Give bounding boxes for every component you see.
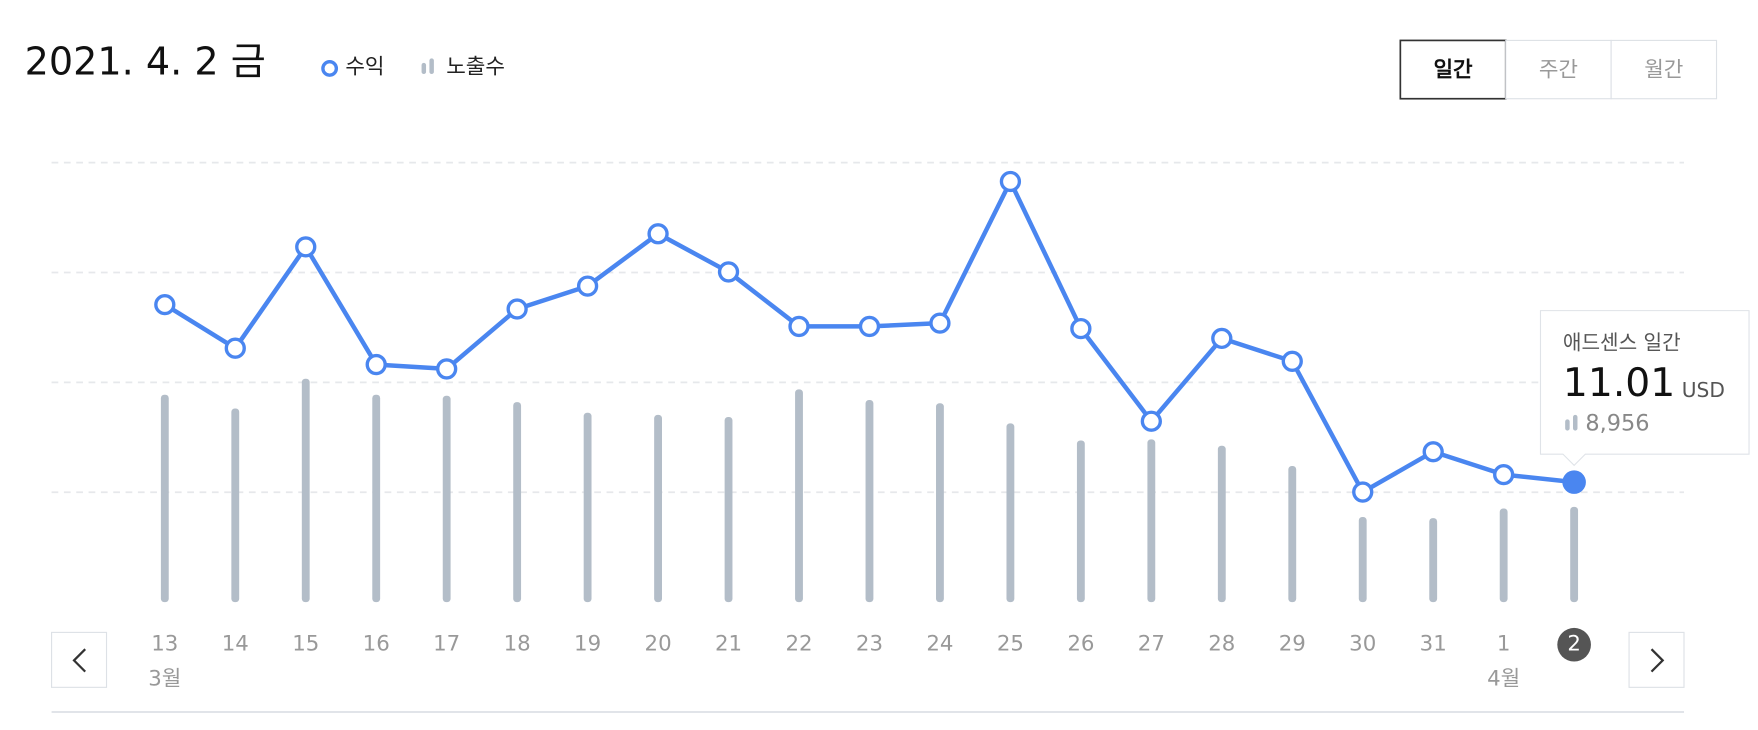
point xyxy=(154,293,176,316)
point xyxy=(365,353,387,376)
point xyxy=(1211,327,1233,350)
tooltip-box xyxy=(1539,310,1750,467)
bar xyxy=(654,414,662,603)
x-tick-label: 15 xyxy=(292,632,319,657)
date-title: 2021. 4. 2 금 xyxy=(25,39,266,83)
tab-label[interactable]: 일간 xyxy=(1433,58,1473,83)
bar xyxy=(231,408,240,603)
bar xyxy=(724,417,733,603)
month-label: 4월 xyxy=(1487,666,1520,691)
point xyxy=(506,298,528,320)
tooltip-title: 애드센스 일간 xyxy=(1563,331,1681,355)
bar xyxy=(301,378,310,603)
x-tick-label: 30 xyxy=(1349,632,1376,657)
x-tick-label: 21 xyxy=(715,632,742,657)
bar xyxy=(865,400,874,603)
x-tick-label: 29 xyxy=(1279,632,1306,657)
bar xyxy=(936,403,944,603)
bar xyxy=(795,389,803,603)
x-tick-label: 1 xyxy=(1497,632,1511,657)
tooltip-impressions: 8,956 xyxy=(1585,410,1649,436)
legend-line-icon xyxy=(321,60,339,77)
point xyxy=(929,312,951,334)
point xyxy=(224,337,246,359)
x-tick-label: 23 xyxy=(856,632,883,657)
bar xyxy=(1147,439,1156,603)
bar xyxy=(442,395,451,603)
legend-bar-icon xyxy=(429,58,434,75)
tooltip-unit: USD xyxy=(1682,378,1725,402)
point xyxy=(1422,441,1444,463)
x-tick-label: 19 xyxy=(574,632,601,657)
x-tick-label: 26 xyxy=(1067,632,1094,657)
point xyxy=(1352,481,1374,503)
x-tick-label: 17 xyxy=(433,632,460,657)
tooltip: 애드센스 일간 11.01 USD 8,956 xyxy=(1539,310,1750,467)
point xyxy=(858,315,881,338)
bar xyxy=(1358,517,1367,603)
x-tick-label: 14 xyxy=(222,632,249,657)
point xyxy=(717,261,740,283)
tab-label[interactable]: 월간 xyxy=(1644,58,1683,83)
point xyxy=(295,236,317,258)
tab[interactable] xyxy=(1399,39,1507,100)
tab-group: 일간 주간 월간 xyxy=(1399,39,1718,100)
point xyxy=(1562,470,1586,494)
x-tick-label: 13 xyxy=(151,632,178,657)
x-tick-label: 22 xyxy=(785,632,812,657)
point xyxy=(1493,463,1515,486)
next-button-box[interactable] xyxy=(1628,631,1685,688)
point xyxy=(647,223,669,245)
x-tick-label: 18 xyxy=(504,632,531,657)
bar xyxy=(1076,440,1085,603)
next-button[interactable] xyxy=(1628,631,1685,688)
x-tick-label: 16 xyxy=(363,632,390,657)
tooltip-value: 11.01 xyxy=(1563,361,1675,406)
bar xyxy=(1499,508,1508,603)
point xyxy=(1140,410,1162,432)
bar xyxy=(1429,518,1438,603)
next-icon xyxy=(1650,648,1665,673)
point xyxy=(788,315,810,338)
bar xyxy=(1570,506,1579,603)
bar xyxy=(372,394,381,603)
bar xyxy=(1006,423,1015,603)
prev-button-box[interactable] xyxy=(51,631,108,688)
point xyxy=(1281,350,1303,372)
tab[interactable] xyxy=(1505,39,1612,100)
point xyxy=(436,358,458,380)
legend-bar-icon xyxy=(421,62,427,75)
x-tick-label: 27 xyxy=(1138,632,1165,657)
x-tick-label: 25 xyxy=(997,632,1024,657)
x-tick-label: 2 xyxy=(1567,632,1581,657)
x-tick-label: 28 xyxy=(1208,632,1235,657)
x-tick-label: 20 xyxy=(645,632,672,657)
legend-label: 수익 xyxy=(345,54,384,79)
bar xyxy=(583,412,592,603)
legend-label: 노출수 xyxy=(446,54,505,79)
tab-label[interactable]: 주간 xyxy=(1539,58,1578,83)
month-label: 3월 xyxy=(148,666,181,691)
point xyxy=(999,170,1022,193)
bar xyxy=(160,394,169,603)
selected-day-marker xyxy=(1557,627,1591,662)
bar xyxy=(1217,445,1226,603)
prev-button[interactable] xyxy=(51,631,108,688)
x-tick-label: 24 xyxy=(926,632,953,657)
bar xyxy=(1288,465,1297,603)
prev-icon xyxy=(72,648,87,673)
x-tick-label: 31 xyxy=(1420,632,1447,657)
tooltip-bar-icon xyxy=(1573,414,1578,431)
tab[interactable] xyxy=(1610,39,1718,100)
tooltip-bar-icon xyxy=(1565,419,1570,431)
legend: 수익 노출수 xyxy=(321,54,505,79)
point xyxy=(576,275,599,297)
point xyxy=(1070,317,1092,340)
bar xyxy=(513,402,522,603)
